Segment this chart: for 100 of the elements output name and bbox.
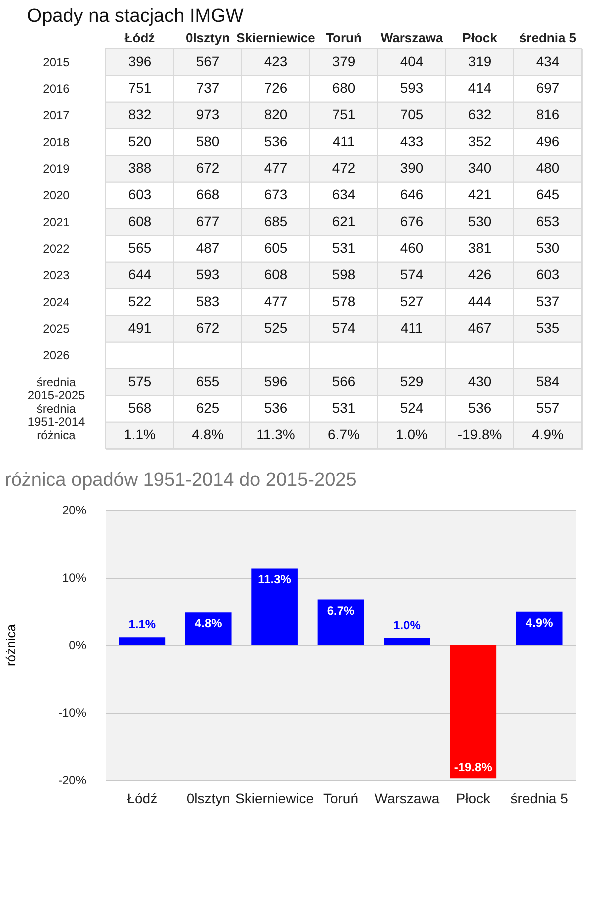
data-label: 404 xyxy=(400,53,424,70)
data-label: 491 xyxy=(128,320,152,336)
data-label: 596 xyxy=(264,373,288,390)
data-label: -19.8% xyxy=(458,426,502,443)
data-label: 444 xyxy=(468,293,492,310)
y-tick-label: 20% xyxy=(62,504,87,518)
data-label: 531 xyxy=(332,240,356,256)
y-tick-label: 2021 xyxy=(43,215,70,230)
data-label: 1.0% xyxy=(396,426,428,443)
data-label: 603 xyxy=(536,266,560,283)
data-label: 677 xyxy=(196,213,220,230)
data-label: 535 xyxy=(536,320,560,336)
data-label: 644 xyxy=(128,266,152,283)
data-label: 381 xyxy=(468,240,492,256)
data-label: -19.8% xyxy=(454,760,493,775)
data-label: 726 xyxy=(264,80,288,96)
data-label: 820 xyxy=(264,106,288,123)
data-label: 6.7% xyxy=(327,604,355,618)
y-tick-label: różnica xyxy=(37,428,76,443)
data-label: 668 xyxy=(196,186,220,203)
chart-title: różnica opadów 1951-2014 do 2015-2025 xyxy=(4,470,357,491)
data-label: 390 xyxy=(400,160,424,176)
data-label: 584 xyxy=(536,373,560,390)
data-label: 646 xyxy=(400,186,424,203)
data-label: 574 xyxy=(400,266,424,283)
data-label: 593 xyxy=(400,80,424,96)
y-tick-label: -20% xyxy=(58,774,87,788)
data-label: 4.8% xyxy=(192,426,224,443)
data-label: 625 xyxy=(196,400,220,416)
data-label: 411 xyxy=(400,320,424,336)
data-label: 575 xyxy=(128,373,152,390)
data-label: 340 xyxy=(468,160,492,176)
data-label: 705 xyxy=(400,106,424,123)
data-label: 414 xyxy=(468,80,492,96)
data-label: 525 xyxy=(264,320,288,336)
x-tick-label: Warszawa xyxy=(374,790,440,806)
x-tick-label: średnia 5 xyxy=(510,790,569,806)
bar xyxy=(318,600,364,645)
data-label: 4.9% xyxy=(526,616,554,630)
data-label: 434 xyxy=(536,53,560,70)
data-label: 467 xyxy=(468,320,492,336)
data-label: 6.7% xyxy=(328,426,360,443)
y-tick-label: -10% xyxy=(58,706,87,720)
y-tick-label: 2017 xyxy=(43,108,70,123)
data-label: 697 xyxy=(536,80,560,96)
data-label: 632 xyxy=(468,106,492,123)
data-label: 737 xyxy=(196,80,220,96)
data-label: 634 xyxy=(332,186,356,203)
y-tick-label: 2016 xyxy=(43,82,70,96)
data-label: 423 xyxy=(264,53,288,70)
data-label: 593 xyxy=(196,266,220,283)
bar xyxy=(516,612,563,645)
bar xyxy=(450,645,497,779)
x-tick-label: Łódź xyxy=(124,30,156,46)
y-tick-label: 0% xyxy=(69,638,87,652)
data-label: 536 xyxy=(468,400,492,416)
data-label: 319 xyxy=(468,53,492,70)
data-label: 973 xyxy=(196,106,220,123)
data-label: 568 xyxy=(128,400,152,416)
data-label: 574 xyxy=(332,320,356,336)
data-label: 480 xyxy=(536,160,560,176)
data-label: 530 xyxy=(468,213,492,230)
x-tick-label: średnia 5 xyxy=(519,30,577,46)
data-label: 676 xyxy=(400,213,424,230)
x-tick-label: 0lsztyn xyxy=(186,790,230,806)
data-label: 653 xyxy=(536,213,560,230)
data-label: 524 xyxy=(400,400,424,416)
data-label: 1.0% xyxy=(394,618,422,632)
data-label: 411 xyxy=(332,133,356,150)
data-label: 496 xyxy=(536,133,560,150)
data-label: 557 xyxy=(536,400,560,416)
data-label: 388 xyxy=(128,160,152,176)
data-label: 379 xyxy=(332,53,356,70)
data-label: 4.9% xyxy=(532,426,564,443)
bar xyxy=(185,612,232,645)
x-tick-label: Toruń xyxy=(326,30,362,46)
data-label: 672 xyxy=(196,320,220,336)
data-label: 426 xyxy=(468,266,492,283)
x-tick-label: Łódź xyxy=(127,790,158,806)
data-label: 655 xyxy=(196,373,220,390)
data-label: 520 xyxy=(128,133,152,150)
data-label: 608 xyxy=(264,266,288,283)
data-label: 421 xyxy=(468,186,492,203)
data-label: 621 xyxy=(332,213,356,230)
data-label: 583 xyxy=(196,293,220,310)
data-label: 477 xyxy=(264,293,288,310)
data-label: 4.8% xyxy=(194,616,223,631)
data-label: 685 xyxy=(264,213,288,230)
data-label: 430 xyxy=(468,373,492,390)
data-label: 522 xyxy=(128,293,152,310)
y-tick-label: 2023 xyxy=(43,268,70,283)
data-label: 477 xyxy=(264,160,288,176)
x-tick-label: Warszawa xyxy=(380,30,444,46)
data-label: 580 xyxy=(196,133,220,150)
data-label: 680 xyxy=(332,80,356,96)
data-label: 529 xyxy=(400,373,424,390)
chart-title: Opady na stacjach IMGW xyxy=(27,6,244,27)
y-tick-label: 2018 xyxy=(43,135,70,150)
y-tick-label: 2015 xyxy=(43,55,70,70)
data-label: 598 xyxy=(332,266,356,283)
